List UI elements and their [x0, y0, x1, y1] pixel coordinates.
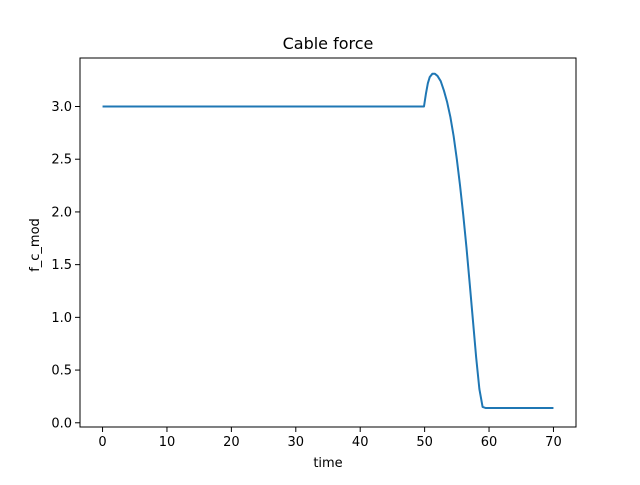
axes-frame: [79, 57, 577, 428]
x-tick-label: 20: [223, 435, 240, 450]
x-axis-label: time: [313, 456, 342, 471]
chart-title: Cable force: [283, 34, 374, 53]
y-tick-label: 2.0: [51, 205, 72, 220]
y-tick-label: 2.5: [51, 153, 72, 168]
y-tick-label: 0.0: [51, 416, 72, 431]
x-tick-label: 60: [481, 435, 498, 450]
plot-area: [102, 72, 554, 410]
x-tick-label: 30: [288, 435, 305, 450]
axes: 0 10 20 30 40 50 60 70 0.0 0.5 1.0 1.5 2.0 2.5 3.0: [51, 57, 577, 450]
x-tick-label: 10: [159, 435, 176, 450]
y-tick-label: 1.0: [51, 311, 72, 326]
y-tick-label: 1.5: [51, 258, 72, 273]
y-axis-label: f_c_mod: [28, 218, 43, 272]
x-tick-label: 70: [545, 435, 562, 450]
y-tick-label: 0.5: [51, 364, 72, 379]
x-tick-label: 40: [352, 435, 369, 450]
series-line-0: [102, 72, 554, 410]
y-tick-label: 3.0: [51, 100, 72, 115]
x-tick-label: 0: [98, 435, 106, 450]
x-tick-label: 50: [416, 435, 433, 450]
